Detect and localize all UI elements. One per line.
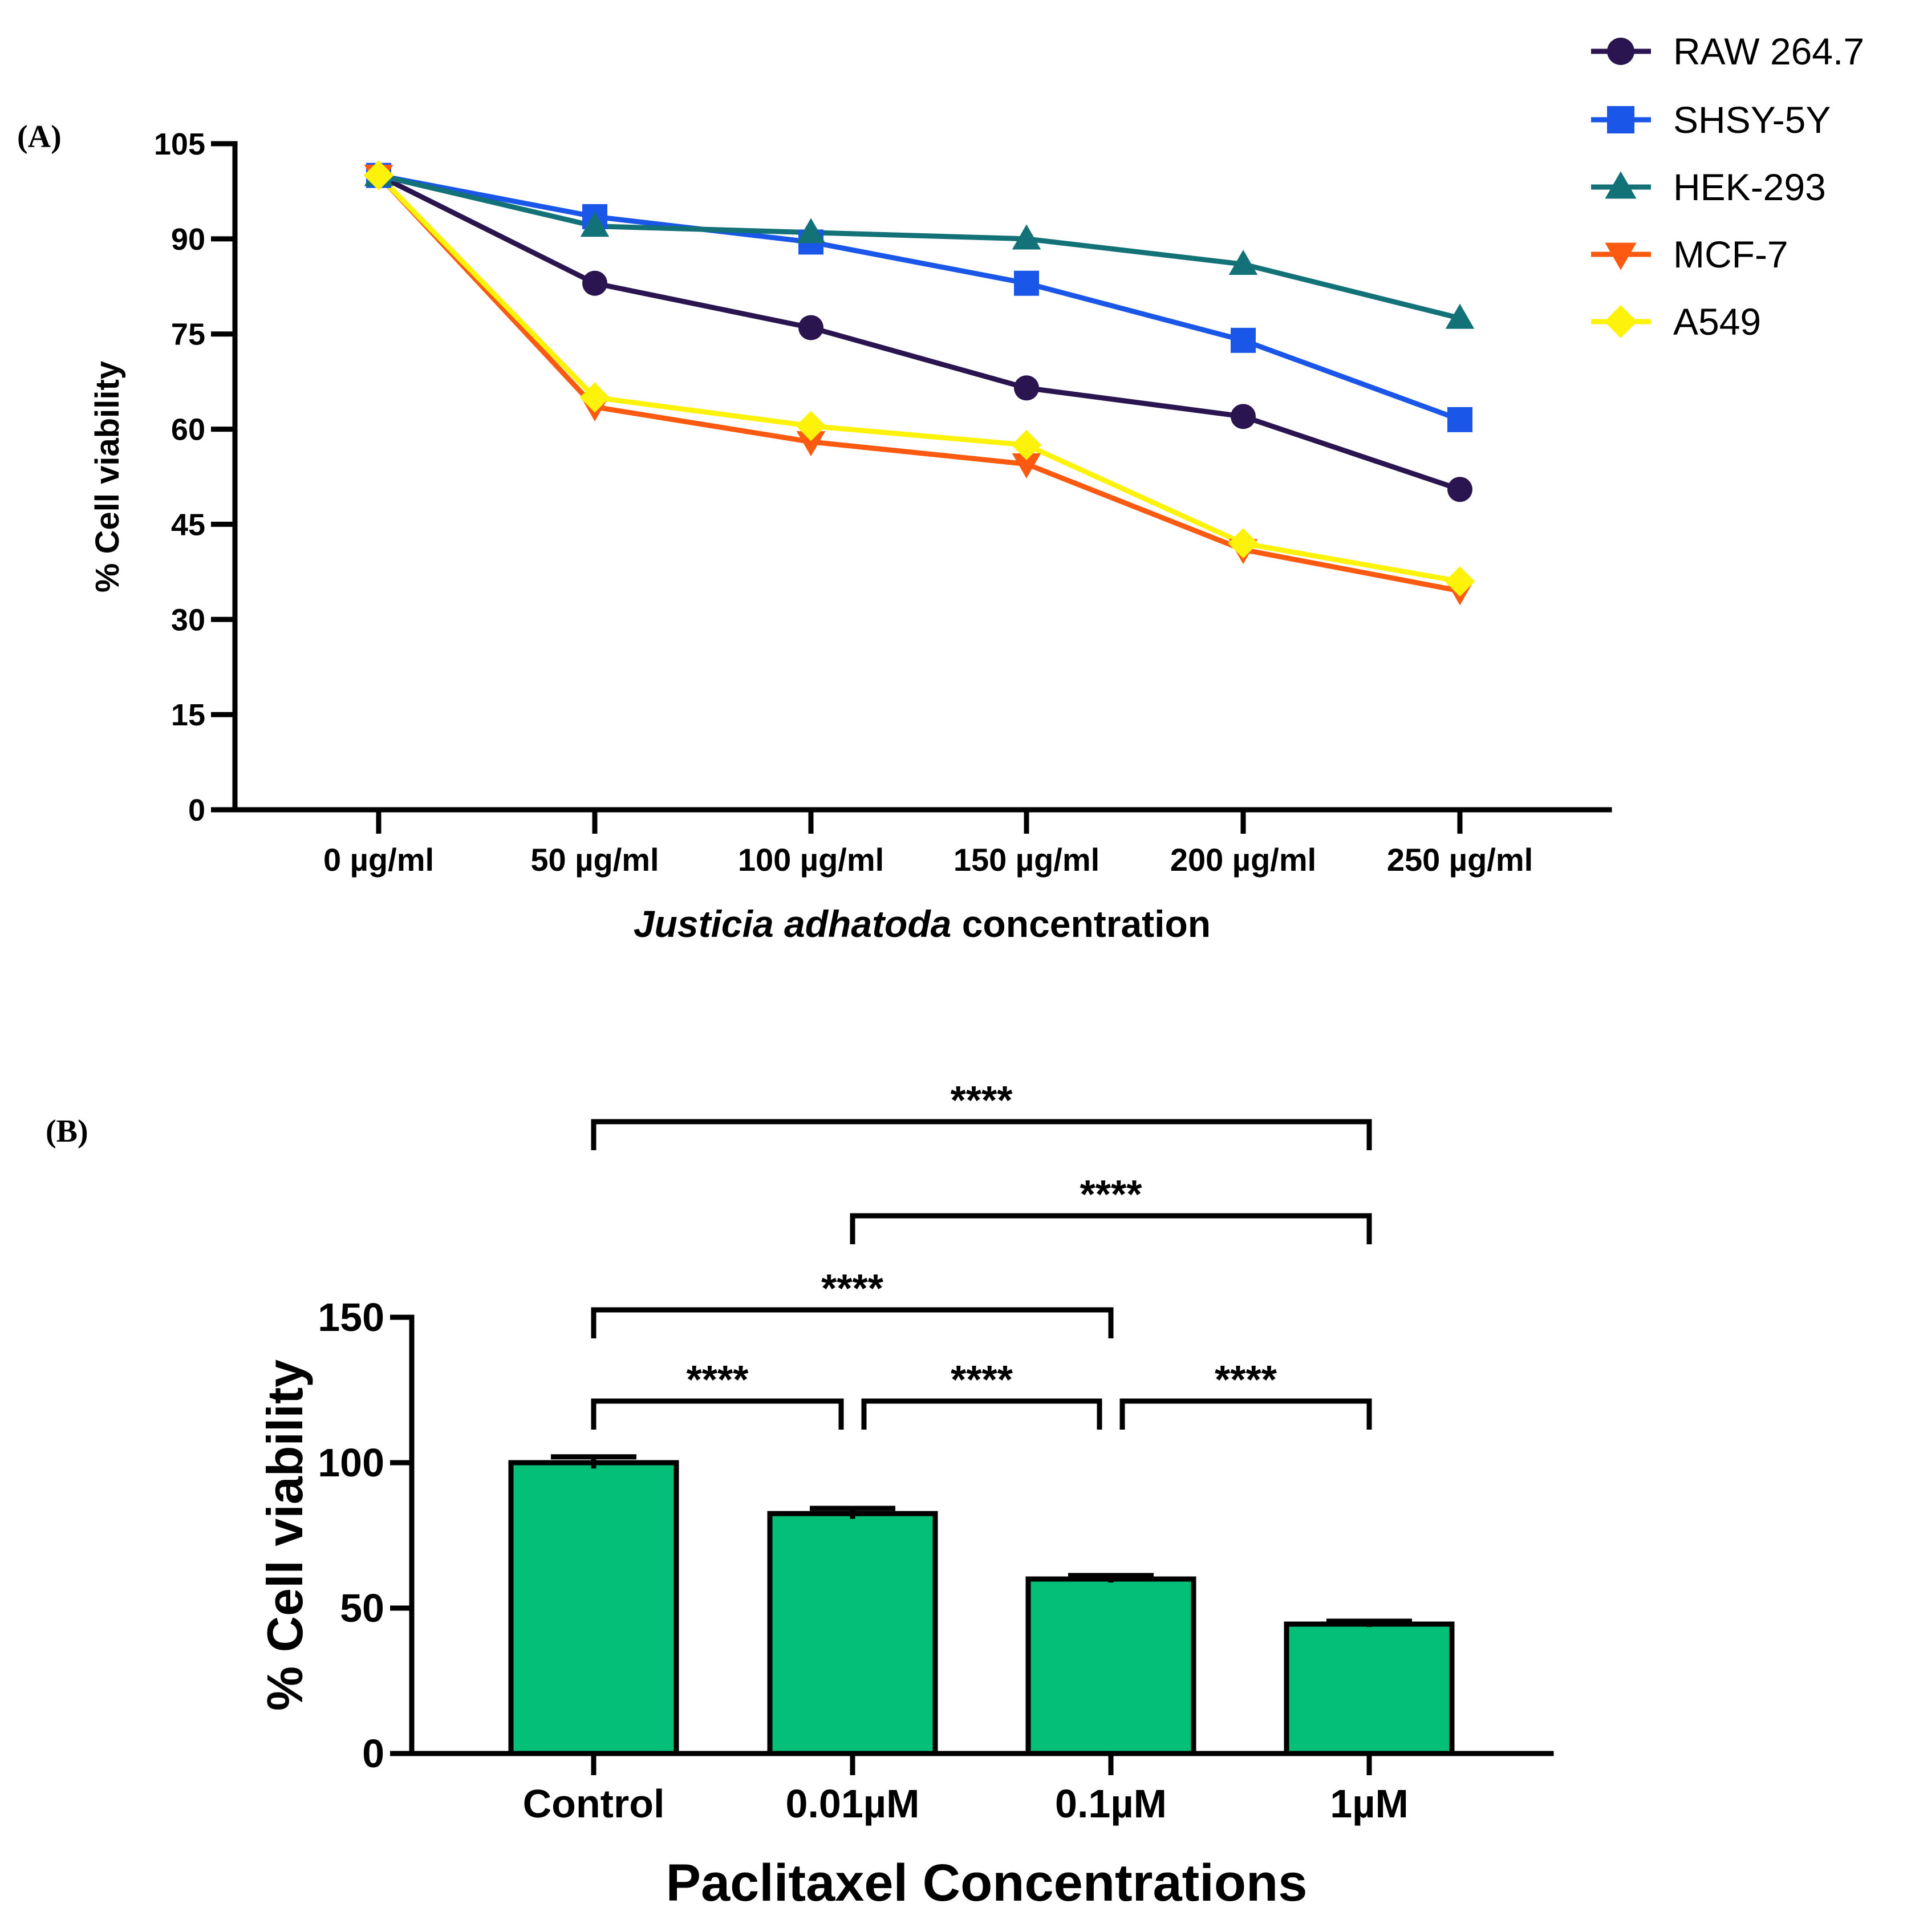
series-line-mcf-7 — [376, 173, 1460, 594]
series-point-hek-293 — [580, 212, 610, 237]
panel-b-y-tick-label: 150 — [318, 1295, 384, 1340]
significance-bracket — [861, 1398, 1102, 1430]
bar — [767, 1511, 938, 1756]
legend-marker-mcf-7 — [1605, 242, 1637, 270]
series-point-raw-264-7 — [1231, 404, 1256, 429]
panel-b-x-tick-label: Control — [523, 1781, 665, 1826]
significance-label: **** — [1215, 1357, 1277, 1402]
panel-a-legend: RAW 264.7 SHSY-5Y HEK-293 MCF-7 A549 — [1591, 30, 1864, 343]
legend-marker-hek-293 — [1605, 171, 1637, 199]
panel-b-x-ticks: Control 0.01µM 0.1µM 1µM — [523, 1754, 1409, 1826]
significance-bracket — [850, 1213, 1372, 1244]
legend-label-a549: A549 — [1673, 301, 1761, 343]
series-line-raw-264-7 — [377, 173, 1461, 492]
panel-a-x-ticks: 0 µg/ml 50 µg/ml 100 µg/ml 150 µg/ml 200 µg/… — [323, 810, 1533, 878]
series-point-a549 — [579, 382, 610, 413]
panel-a-y-tick-label: 15 — [171, 698, 205, 732]
panel-b-x-tick-label: 1µM — [1330, 1781, 1409, 1826]
legend-label-shsy-5y: SHSY-5Y — [1673, 99, 1831, 141]
series-point-mcf-7 — [1012, 453, 1041, 479]
panel-a-x-tick-label: 0 µg/ml — [323, 842, 434, 878]
significance-label: **** — [951, 1357, 1013, 1402]
panel-b-y-ticks: 0 50 100 150 — [318, 1295, 412, 1776]
panel-a-label: (A) — [17, 119, 62, 155]
panel-a-x-tick-label: 250 µg/ml — [1387, 842, 1533, 878]
series-point-a549 — [1011, 429, 1042, 460]
panel-b-x-tick-label: 0.1µM — [1055, 1781, 1167, 1826]
panel-a-axes — [232, 141, 1612, 813]
panel-a-line-chart: (A) 0 15 30 45 60 75 90 105 0 µg/ml 50 µg/ml 100 … — [17, 30, 1864, 945]
series-point-raw-264-7 — [1447, 477, 1472, 502]
legend-marker-a549 — [1604, 305, 1637, 338]
panel-b-significance: **** **** **** **** **** **** — [591, 1078, 1372, 1430]
significance-bracket — [1119, 1398, 1372, 1430]
significance-bracket — [591, 1398, 844, 1430]
panel-a-x-tick-label: 200 µg/ml — [1170, 842, 1316, 878]
panel-a-x-label-italic: Justicia adhatoda — [634, 903, 952, 945]
series-point-mcf-7 — [796, 431, 826, 457]
legend-label-mcf-7: MCF-7 — [1673, 233, 1788, 275]
series-line-hek-293 — [378, 173, 1461, 321]
series-point-shsy-5y — [1014, 270, 1039, 296]
series-point-hek-293 — [796, 218, 826, 243]
series-point-raw-264-7 — [1014, 375, 1039, 401]
legend-label-raw-264-7: RAW 264.7 — [1673, 30, 1864, 72]
series-point-hek-293 — [1012, 224, 1041, 250]
panel-b-bar-chart: (B) 0 50 100 150 Control 0.01µM 0.1µM 1µM ****… — [46, 1078, 1554, 1912]
series-point-a549 — [1445, 566, 1475, 596]
significance-label: **** — [951, 1078, 1013, 1122]
series-point-raw-264-7 — [582, 270, 607, 296]
series-point-a549 — [796, 411, 826, 441]
panel-a-y-tick-label: 90 — [171, 222, 205, 257]
series-line-shsy-5y — [378, 173, 1461, 423]
panel-b-axes — [409, 1314, 1554, 1756]
significance-label: **** — [687, 1357, 749, 1402]
panel-b-y-tick-label: 100 — [318, 1440, 384, 1485]
legend-label-hek-293: HEK-293 — [1673, 166, 1826, 208]
significance-bracket — [591, 1307, 1114, 1338]
panel-a-x-tick-label: 100 µg/ml — [738, 842, 884, 878]
panel-b-y-tick-label: 0 — [362, 1731, 384, 1776]
panel-a-series — [363, 160, 1475, 606]
significance-bracket — [591, 1119, 1372, 1150]
panel-a-y-tick-label: 75 — [171, 318, 205, 352]
panel-a-x-label-rest: concentration — [951, 903, 1211, 945]
panel-a-y-tick-label: 105 — [154, 127, 205, 161]
series-point-a549 — [363, 160, 394, 191]
panel-a-y-tick-label: 30 — [171, 603, 205, 637]
series-point-shsy-5y — [1231, 327, 1256, 353]
series-point-raw-264-7 — [798, 315, 823, 340]
panel-a-x-tick-label: 150 µg/ml — [954, 842, 1099, 878]
series-point-hek-293 — [1228, 250, 1258, 275]
panel-a-y-tick-label: 0 — [188, 793, 205, 827]
panel-b-label: (B) — [46, 1114, 88, 1149]
panel-b-x-tick-label: 0.01µM — [786, 1781, 920, 1826]
series-point-shsy-5y — [1447, 407, 1472, 432]
series-line-a549 — [376, 173, 1460, 584]
panel-a-x-tick-label: 50 µg/ml — [530, 842, 659, 878]
panel-a-y-tick-label: 60 — [171, 413, 205, 447]
significance-label: **** — [1080, 1172, 1143, 1216]
panel-b-y-label: % Cell viability — [257, 1359, 313, 1711]
series-point-hek-293 — [1445, 303, 1475, 329]
bar — [1025, 1576, 1196, 1756]
panel-a-y-ticks: 0 15 30 45 60 75 90 105 — [154, 127, 235, 827]
bar — [1284, 1621, 1455, 1756]
significance-label: **** — [821, 1266, 884, 1310]
legend-marker-raw-264-7 — [1607, 38, 1634, 65]
bar — [508, 1460, 679, 1756]
panel-b-x-label: Paclitaxel Concentrations — [666, 1854, 1308, 1912]
panel-b-y-tick-label: 50 — [340, 1586, 384, 1630]
panel-a-x-label: Justicia adhatoda concentration — [634, 903, 1211, 945]
panel-a-y-tick-label: 45 — [171, 508, 205, 542]
panel-b-bars — [508, 1454, 1455, 1756]
panel-a-y-label: % Cell viability — [89, 361, 126, 592]
series-point-a549 — [1228, 528, 1259, 559]
legend-marker-shsy-5y — [1607, 106, 1634, 133]
